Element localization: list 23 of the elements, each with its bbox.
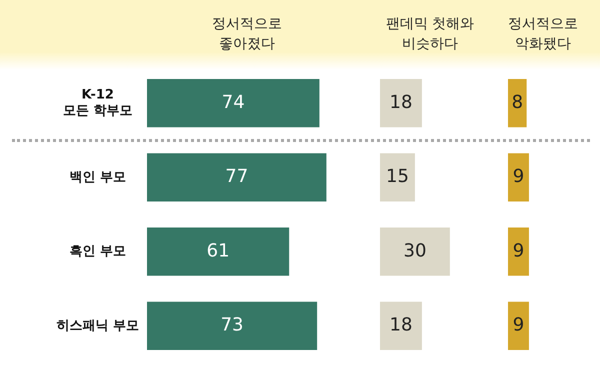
bar (147, 227, 290, 276)
data-label: 61 (206, 240, 230, 262)
data-label: 9 (512, 166, 524, 188)
data-label: 18 (390, 92, 412, 113)
data-label: 73 (220, 314, 244, 336)
y-tick-label: K-12 모든 학부모 (62, 88, 133, 118)
y-tick-label: 히스패닉 부모 (56, 318, 140, 334)
data-label: 9 (512, 240, 524, 262)
chart-title: 팬데믹 첫해와 비슷하다 (384, 15, 476, 54)
data-label: 18 (390, 314, 412, 336)
bar (147, 153, 326, 202)
data-label: 15 (386, 166, 409, 188)
bar (147, 302, 318, 350)
bar (147, 78, 320, 128)
data-label: 9 (512, 314, 524, 336)
data-label: 8 (512, 92, 524, 113)
chart-title: 정서적으로 좋아졌다 (211, 15, 283, 54)
chart-title: 정서적으로 악화됐다 (507, 15, 579, 54)
data-label: 74 (222, 92, 245, 113)
data-label: 77 (225, 166, 248, 188)
y-tick-label: 흑인 부모 (69, 244, 126, 259)
y-tick-label: 백인 부모 (69, 170, 126, 185)
data-label: 30 (403, 240, 426, 262)
